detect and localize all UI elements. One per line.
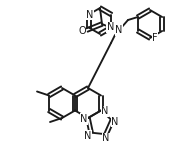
Text: F: F [152, 33, 158, 43]
Text: N: N [115, 25, 123, 35]
Text: N: N [80, 114, 88, 124]
Text: N: N [111, 116, 119, 127]
Text: N: N [86, 10, 94, 19]
Text: N: N [107, 22, 114, 32]
Text: N: N [101, 106, 109, 116]
Text: O: O [78, 26, 86, 36]
Text: N: N [102, 133, 110, 143]
Text: N: N [84, 131, 92, 141]
